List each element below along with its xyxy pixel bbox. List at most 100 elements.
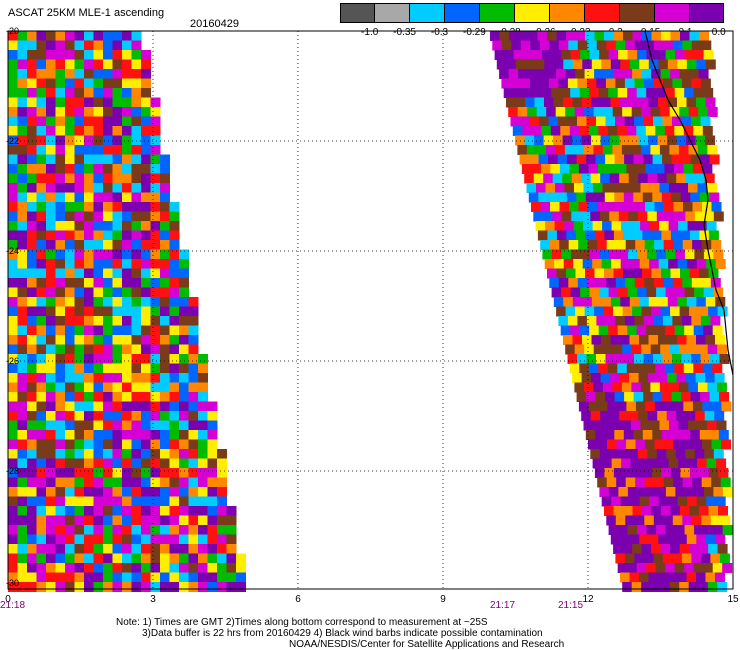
colorbar-segment [620,3,655,23]
swath-pixel [112,525,123,535]
swath-pixel [84,458,94,469]
swath-pixel [188,392,199,402]
swath-pixel [122,373,132,383]
swath-pixel [621,420,632,431]
swath-pixel [150,363,161,374]
swath-pixel [160,173,170,184]
swath-pixel [658,572,668,583]
swath-pixel [549,40,560,51]
swath-pixel [8,297,18,307]
swath-pixel [17,325,28,336]
swath-pixel [510,78,521,89]
swath-pixel [188,449,199,459]
swath-pixel [17,439,28,450]
swath-pixel [103,420,113,431]
swath-pixel [55,411,66,421]
y-tick-label: -26 [6,356,20,366]
swath-pixel [65,154,75,165]
swath-pixel [122,477,132,488]
swath-pixel [112,211,123,222]
swath-pixel [55,458,66,469]
swath-pixel [570,88,581,98]
swath-pixel [674,126,685,136]
swath-pixel [8,468,18,478]
swath-pixel [141,268,151,279]
swath-pixel [27,116,37,127]
swath-pixel [84,278,94,288]
swath-pixel [112,335,123,345]
swath-pixel [46,69,56,79]
swath-pixel [561,50,572,60]
swath-pixel [188,582,199,592]
swath-pixel [8,50,18,60]
swath-pixel [674,363,685,374]
swath-pixel [8,306,18,317]
colorbar-segment [340,3,375,23]
swath-pixel [627,249,638,260]
swath-pixel [150,287,161,298]
swath-pixel [93,221,104,231]
swath-pixel [557,192,568,203]
swath-pixel [150,135,161,146]
swath-pixel [673,439,684,450]
swath-pixel [207,487,218,497]
swath-pixel [103,316,113,326]
swath-pixel [36,59,47,70]
swath-pixel [669,582,680,592]
swath-pixel [36,306,47,317]
swath-pixel [112,268,123,279]
swath-pixel [685,173,696,184]
swath-pixel [103,363,113,374]
swath-pixel [640,145,651,155]
swath-pixel [93,515,104,526]
swath-pixel [527,107,538,117]
swath-pixel [150,544,161,554]
swath-pixel [55,354,66,364]
swath-pixel [715,496,726,507]
swath-pixel [169,297,180,307]
swath-pixel [188,458,199,469]
swath-pixel [606,477,617,488]
swath-pixel [560,88,571,98]
swath-pixel [663,515,674,526]
swath-pixel [141,572,151,583]
swath-pixel [179,373,189,383]
swath-pixel [710,515,721,526]
swath-pixel [169,354,180,364]
swath-pixel [84,59,94,70]
swath-pixel [160,154,170,165]
swath-pixel [670,468,681,478]
swath-pixel [621,382,632,393]
swath-pixel [160,287,170,298]
swath-pixel [686,97,697,108]
swath-pixel [179,506,189,516]
swath-pixel [46,401,56,412]
swath-pixel [601,97,611,108]
swath-pixel [680,468,691,478]
swath-pixel [709,392,720,402]
swath-pixel [131,221,142,231]
swath-pixel [638,173,649,184]
swath-pixel [8,563,18,573]
swath-pixel [131,411,142,421]
swath-pixel [27,411,37,421]
swath-pixel [65,373,75,383]
x-tick-label: 15 [727,594,739,605]
colorbar-label: -0.35 [393,27,416,38]
swath-pixel [46,306,56,317]
swath-pixel [628,449,639,459]
swath-pixel [653,78,664,89]
swath-pixel [636,325,647,336]
swath-pixel [620,59,631,70]
swath-pixel [586,316,597,326]
swath-pixel [46,439,56,450]
swath-pixel [226,525,237,535]
swath-pixel [74,97,85,108]
swath-pixel [150,496,161,507]
swath-pixel [611,221,622,231]
swath-pixel [103,88,113,98]
swath-pixel [122,439,132,450]
swath-pixel [84,439,94,450]
swath-pixel [46,392,56,402]
swath-pixel [664,126,675,136]
